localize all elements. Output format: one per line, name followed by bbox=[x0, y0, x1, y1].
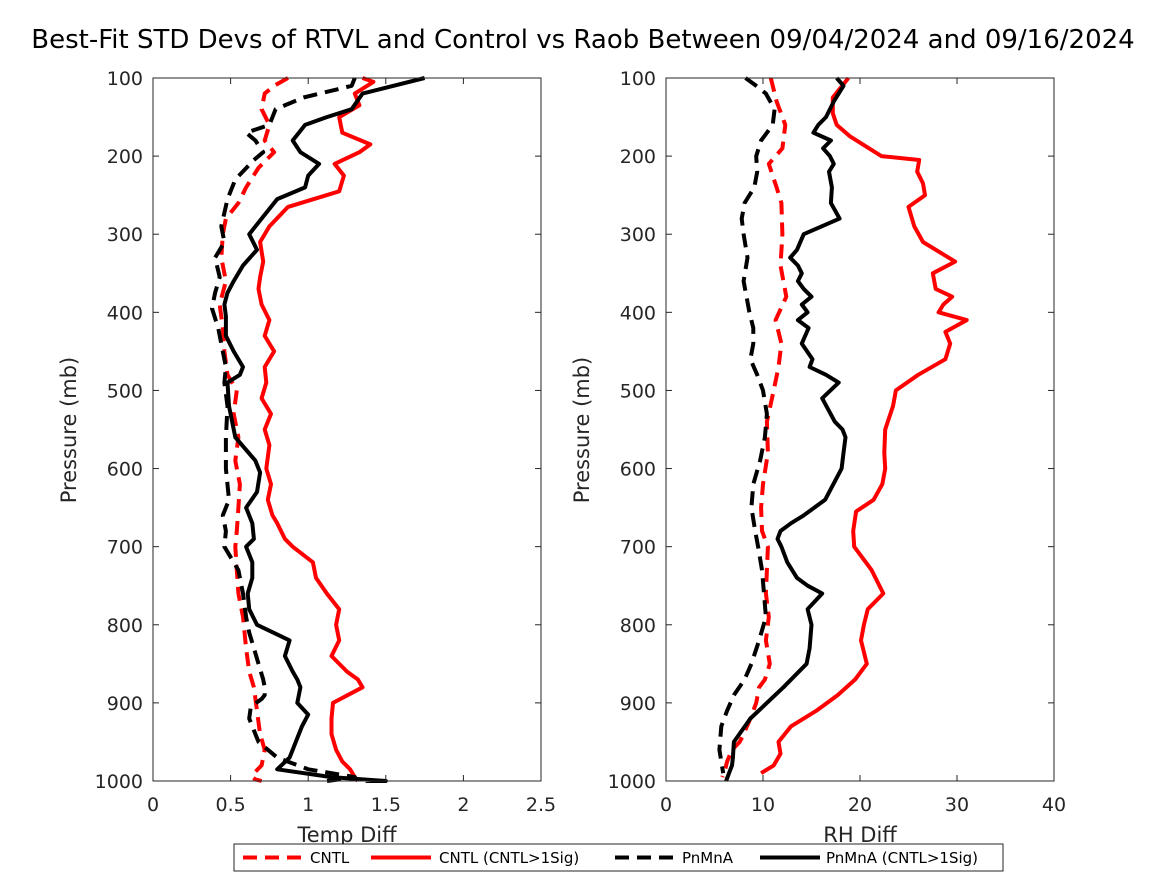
legend: CNTL CNTL (CNTL>1Sig) PnMnA PnMnA (CNTL>… bbox=[233, 843, 1004, 872]
rh-diff-y-tick-label: 600 bbox=[620, 459, 656, 481]
rh-diff-lines bbox=[717, 76, 969, 782]
rh-diff-series-cntl-cntl-1sig bbox=[760, 76, 969, 775]
legend-label-pnmna: PnMnA bbox=[682, 849, 734, 867]
temp-diff-x-tick-label: 2.5 bbox=[526, 794, 556, 816]
temp-diff-series-pnmna bbox=[210, 77, 357, 783]
rh-diff-y-tick-label: 700 bbox=[620, 537, 656, 559]
temp-diff-x-ticks: 0 0.5 1 1.5 2 2.5 bbox=[147, 78, 556, 816]
rh-diff-x-tick-label: 40 bbox=[1042, 794, 1066, 816]
rh-diff-y-tick-label: 900 bbox=[620, 693, 656, 715]
temp-diff-y-tick-label: 500 bbox=[107, 380, 143, 402]
temp-diff-x-tick-label: 0 bbox=[147, 794, 159, 816]
rh-diff-y-tick-label: 400 bbox=[620, 302, 656, 324]
rh-diff-series-pnmna-cntl-1sig bbox=[724, 76, 848, 782]
rh-diff-series-pnmna bbox=[717, 76, 777, 774]
legend-entry-pnmna: PnMnA bbox=[615, 849, 734, 867]
temp-diff-y-ticks: 100 200 300 400 500 600 700 800 900 1000 bbox=[95, 68, 541, 793]
temp-diff-y-tick-label: 300 bbox=[107, 224, 143, 246]
rh-diff-panel: 0 10 20 30 40 100200300400500600700800900100… bbox=[570, 68, 1066, 847]
rh-diff-y-tick-label: 100 bbox=[620, 68, 656, 90]
legend-entry-pnmna-sig: PnMnA (CNTL>1Sig) bbox=[760, 849, 978, 867]
temp-diff-x-tick-label: 1.5 bbox=[371, 794, 401, 816]
legend-label-cntl-sig: CNTL (CNTL>1Sig) bbox=[439, 849, 579, 867]
rh-diff-y-tick-label: 1000 bbox=[608, 771, 656, 793]
legend-label-cntl: CNTL bbox=[310, 849, 350, 867]
rh-diff-x-tick-label: 30 bbox=[945, 794, 969, 816]
legend-label-pnmna-sig: PnMnA (CNTL>1Sig) bbox=[826, 849, 978, 867]
temp-diff-lines bbox=[210, 76, 426, 783]
temp-diff-series-cntl bbox=[217, 76, 289, 783]
rh-diff-y-label: Pressure (mb) bbox=[570, 357, 594, 504]
temp-diff-x-tick-label: 2 bbox=[457, 794, 469, 816]
rh-diff-y-tick-label: 800 bbox=[620, 615, 656, 637]
legend-entry-cntl-sig: CNTL (CNTL>1Sig) bbox=[371, 849, 579, 867]
temp-diff-y-label: Pressure (mb) bbox=[57, 357, 81, 504]
temp-diff-y-tick-label: 200 bbox=[107, 146, 143, 168]
rh-diff-y-tick-label: 200 bbox=[620, 146, 656, 168]
temp-diff-x-tick-label: 1 bbox=[302, 794, 314, 816]
temp-diff-y-tick-label: 1000 bbox=[95, 771, 143, 793]
rh-diff-x-tick-label: 10 bbox=[751, 794, 775, 816]
temp-diff-x-label: Temp Diff bbox=[296, 823, 397, 847]
rh-diff-x-label: RH Diff bbox=[823, 823, 897, 847]
chart-title: Best-Fit STD Devs of RTVL and Control vs… bbox=[31, 25, 1134, 55]
temp-diff-y-tick-label: 600 bbox=[107, 459, 143, 481]
temp-diff-y-tick-label: 400 bbox=[107, 302, 143, 324]
rh-diff-y-tick-label: 300 bbox=[620, 224, 656, 246]
rh-diff-y-ticks: 100 200 300 400 500 600 700 800 900 1000 bbox=[608, 68, 1054, 793]
rh-diff-y-tick-label: 500 bbox=[620, 380, 656, 402]
legend-entry-cntl: CNTL bbox=[243, 849, 350, 867]
temp-diff-y-tick-label: 900 bbox=[107, 693, 143, 715]
temp-diff-panel: 0 0.5 1 1.5 2 2.5 100 200 300 400 500 600 700 800 900… bbox=[57, 68, 556, 847]
temp-diff-series-pnmna-cntl-1sig bbox=[222, 76, 426, 783]
rh-diff-x-tick-label: 20 bbox=[848, 794, 872, 816]
temp-diff-y-tick-label: 800 bbox=[107, 615, 143, 637]
temp-diff-y-tick-label: 100 bbox=[107, 68, 143, 90]
temp-diff-x-tick-label: 0.5 bbox=[215, 794, 245, 816]
temp-diff-axes-frame bbox=[152, 77, 542, 782]
rh-diff-x-ticks: 0 10 20 30 40 bbox=[660, 78, 1066, 816]
rh-diff-x-tick-label: 0 bbox=[660, 794, 672, 816]
temp-diff-series-cntl-cntl-1sig bbox=[256, 76, 376, 783]
temp-diff-y-tick-label: 700 bbox=[107, 537, 143, 559]
